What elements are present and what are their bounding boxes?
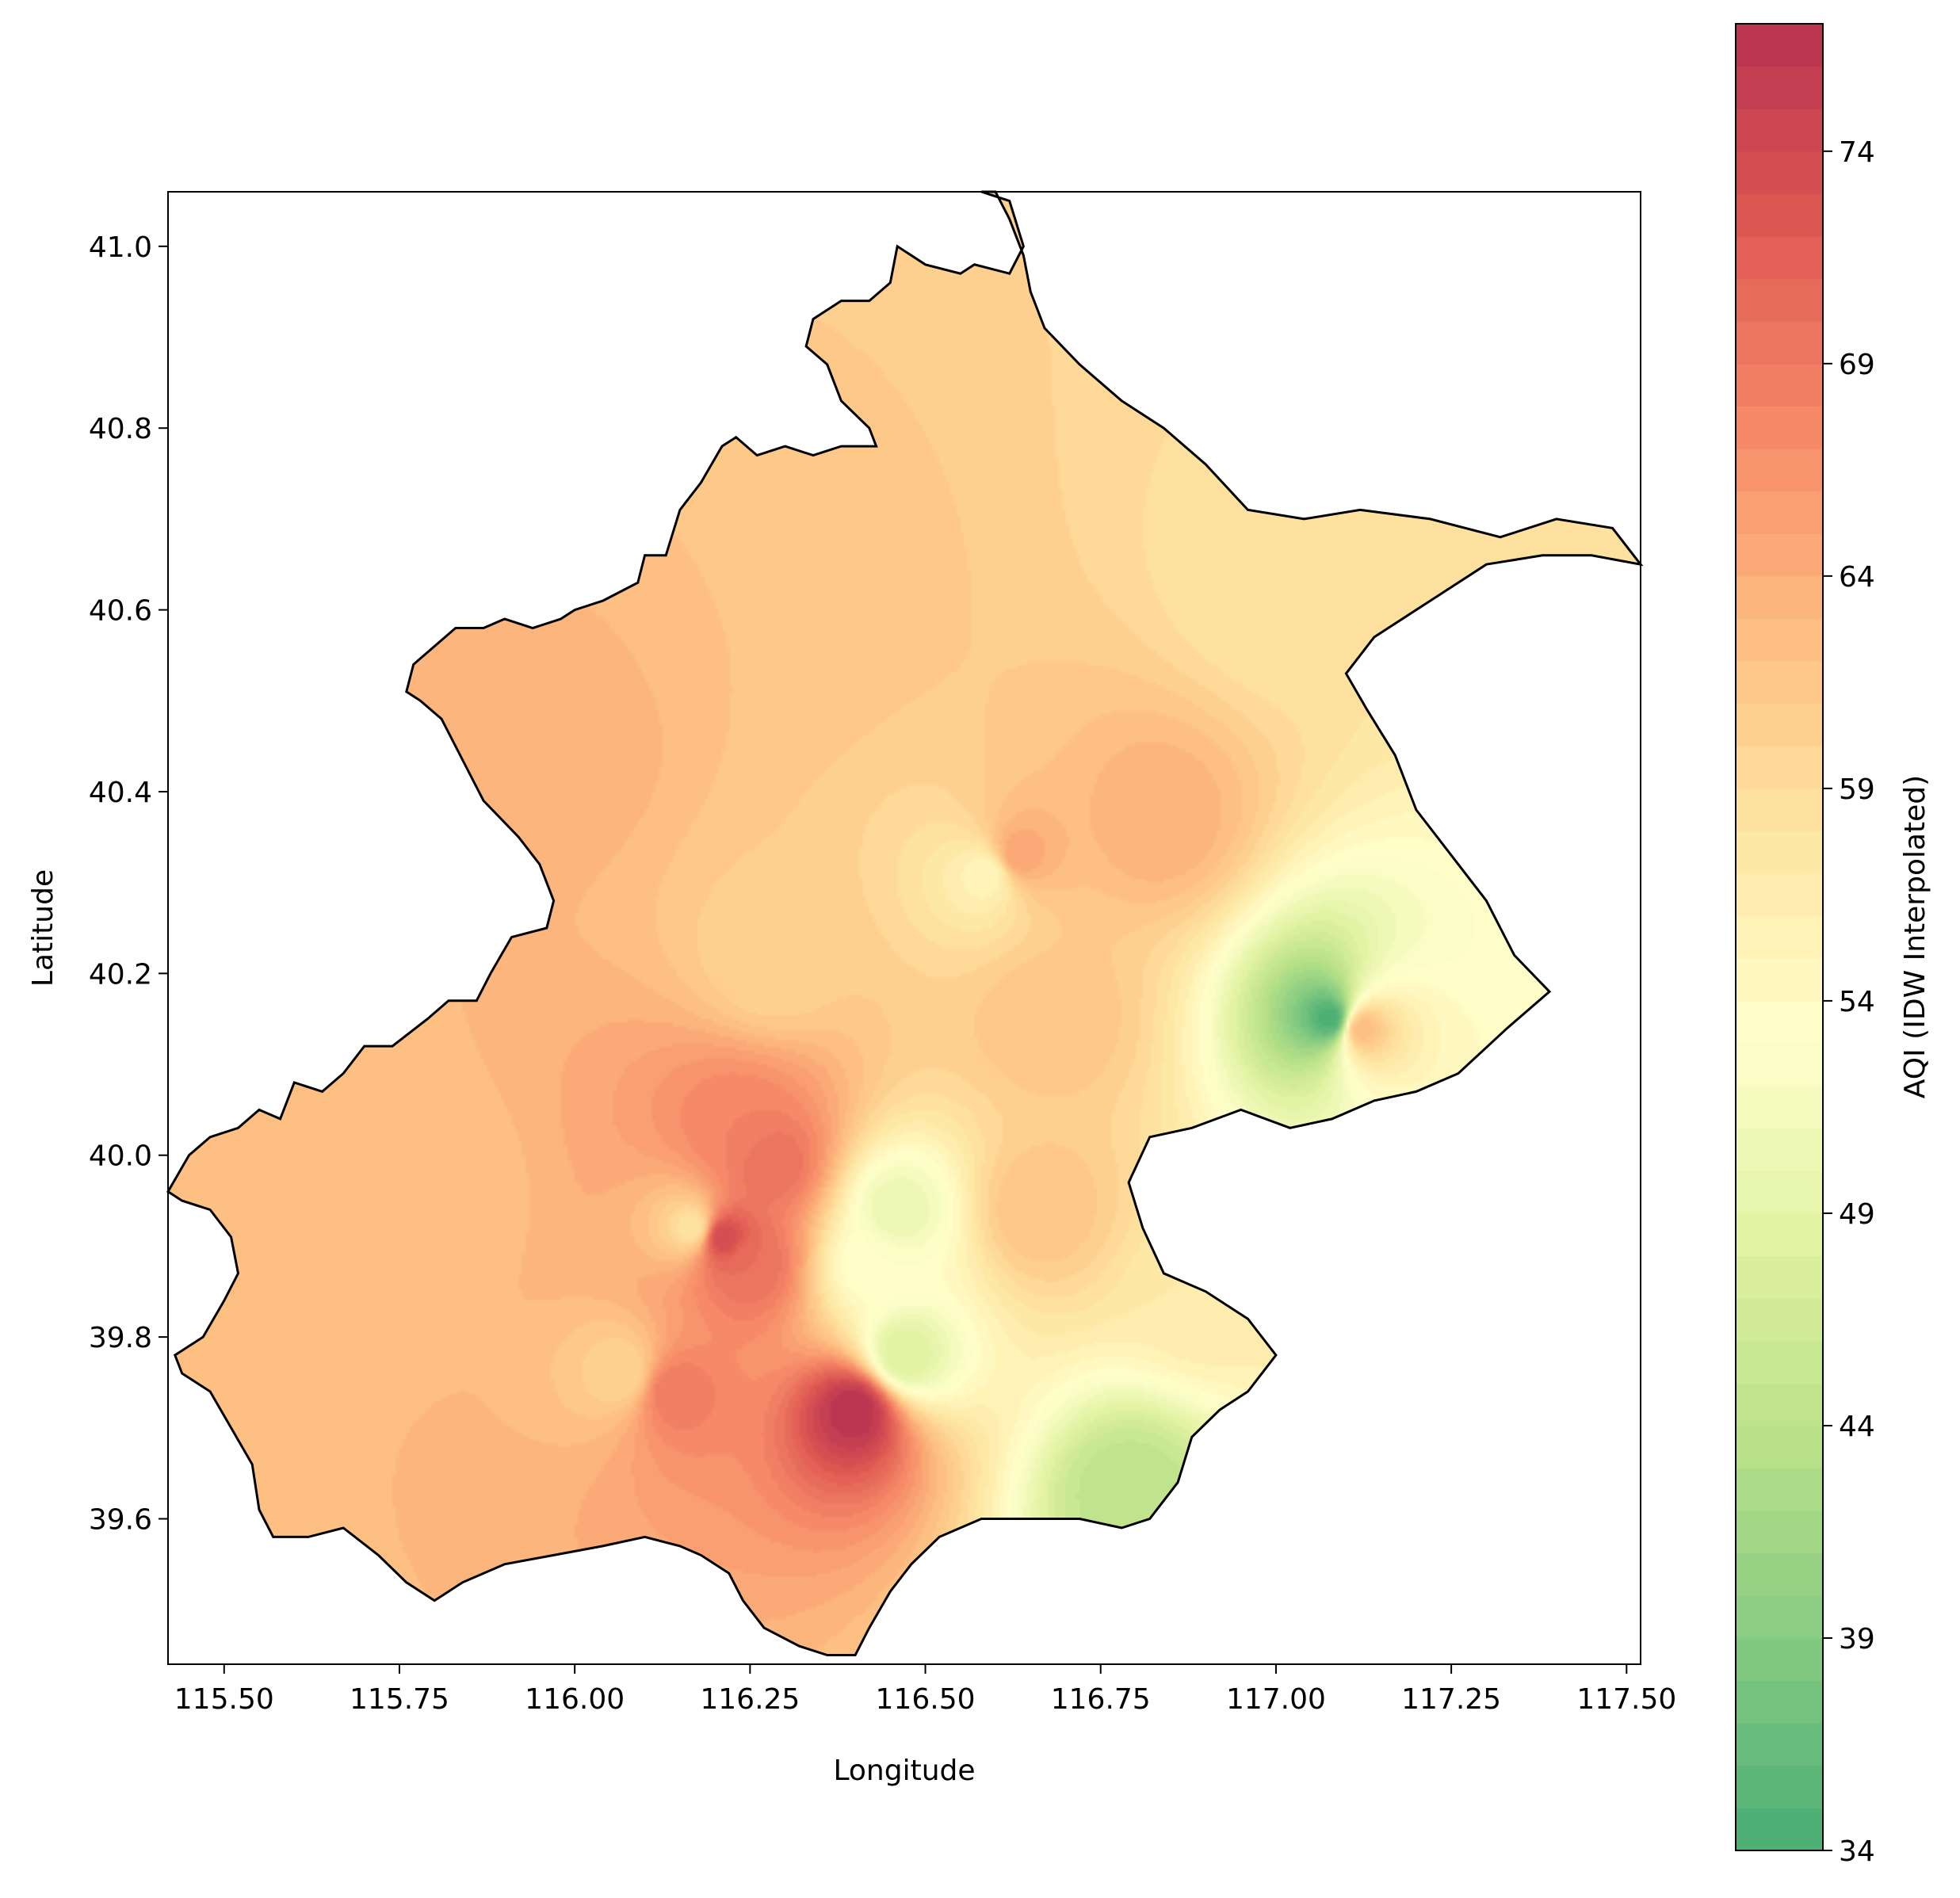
colorbar-band [1736, 746, 1823, 789]
colorbar-band [1736, 661, 1823, 705]
y-tick-label: 40.6 [89, 595, 152, 628]
colorbar-band [1736, 406, 1823, 449]
colorbar-band [1736, 193, 1823, 237]
colorbar-band [1736, 66, 1823, 109]
y-tick-label: 40.8 [89, 413, 152, 445]
colorbar-band [1736, 109, 1823, 152]
x-tick-label: 117.25 [1401, 1683, 1501, 1716]
colorbar-band [1736, 1637, 1823, 1682]
colorbar-band [1736, 533, 1823, 577]
colorbar-tick-label: 74 [1839, 136, 1875, 169]
x-tick-label: 116.50 [876, 1683, 976, 1716]
colorbar-tick-label: 39 [1839, 1623, 1875, 1655]
map-axes-frame [167, 191, 1641, 1665]
colorbar-band [1736, 236, 1823, 280]
colorbar-band [1736, 1510, 1823, 1554]
x-tick-label: 117.00 [1226, 1683, 1326, 1716]
y-axis-label: Latitude [27, 869, 59, 987]
beijing-boundary [166, 190, 1644, 1656]
colorbar-band [1736, 449, 1823, 492]
colorbar-band [1736, 873, 1823, 917]
x-tick-label: 116.00 [525, 1683, 625, 1716]
colorbar-band [1736, 703, 1823, 747]
colorbar-tick-label: 69 [1839, 349, 1875, 381]
colorbar-band [1736, 321, 1823, 365]
x-tick-label: 115.75 [350, 1683, 449, 1716]
colorbar-band [1736, 1000, 1823, 1044]
colorbar-bands [1736, 24, 1823, 1851]
colorbar-tick-label: 34 [1839, 1835, 1875, 1868]
colorbar-band [1736, 831, 1823, 874]
colorbar-band [1736, 618, 1823, 662]
y-tick-label: 39.8 [89, 1322, 152, 1354]
colorbar-frame [1735, 23, 1824, 1851]
colorbar-tick-label: 59 [1839, 773, 1875, 806]
y-tick-label: 40.2 [89, 958, 152, 991]
colorbar-band [1736, 151, 1823, 195]
x-tick-label: 116.75 [1051, 1683, 1151, 1716]
y-tick-label: 41.0 [89, 231, 152, 264]
colorbar-band [1736, 958, 1823, 1002]
colorbar-band [1736, 1552, 1823, 1596]
colorbar-band [1736, 1383, 1823, 1426]
colorbar-band [1736, 1425, 1823, 1469]
colorbar-band [1736, 1680, 1823, 1724]
colorbar-band [1736, 1723, 1823, 1766]
colorbar-band [1736, 1128, 1823, 1171]
colorbar-band [1736, 1170, 1823, 1214]
x-tick-label: 115.50 [174, 1683, 274, 1716]
x-axis-ticks: 115.50 115.75 116.00 116.25 116.50 116.75 117.… [174, 1664, 1676, 1716]
y-tick-label: 40.4 [89, 777, 152, 809]
x-axis-label: Longitude [833, 1755, 975, 1787]
colorbar-band [1736, 1255, 1823, 1299]
colorbar-band [1736, 788, 1823, 832]
colorbar-band [1736, 1595, 1823, 1639]
colorbar-band [1736, 24, 1823, 67]
colorbar-band [1736, 1340, 1823, 1384]
colorbar-band [1736, 1043, 1823, 1086]
y-tick-label: 39.6 [89, 1503, 152, 1536]
y-axis-ticks: 39.6 39.8 40.0 40.2 40.4 40.6 40.8 41.0 [89, 231, 168, 1536]
colorbar-band [1736, 1298, 1823, 1342]
colorbar-ticks: 34 39 44 49 54 59 64 69 74 [1823, 136, 1875, 1868]
colorbar-band [1736, 915, 1823, 959]
colorbar-band [1736, 1468, 1823, 1511]
colorbar-band [1736, 491, 1823, 534]
colorbar-band [1736, 575, 1823, 620]
colorbar-tick-label: 64 [1839, 561, 1875, 594]
colorbar-band [1736, 363, 1823, 407]
colorbar-band [1736, 1086, 1823, 1129]
colorbar-band [1736, 278, 1823, 322]
colorbar-tick-label: 49 [1839, 1198, 1875, 1231]
colorbar-tick-label: 44 [1839, 1411, 1875, 1443]
x-tick-label: 116.25 [700, 1683, 800, 1716]
y-tick-label: 40.0 [89, 1140, 152, 1173]
colorbar-band [1736, 1213, 1823, 1257]
colorbar-band [1736, 1765, 1823, 1808]
x-tick-label: 117.50 [1576, 1683, 1676, 1716]
colorbar-band [1736, 1808, 1823, 1851]
colorbar-label: AQI (IDW Interpolated) [1899, 775, 1931, 1098]
colorbar-tick-label: 54 [1839, 986, 1875, 1018]
colorbar: 34 39 44 49 54 59 64 69 74 AQI (IDW Interpolated… [1735, 23, 1931, 1868]
